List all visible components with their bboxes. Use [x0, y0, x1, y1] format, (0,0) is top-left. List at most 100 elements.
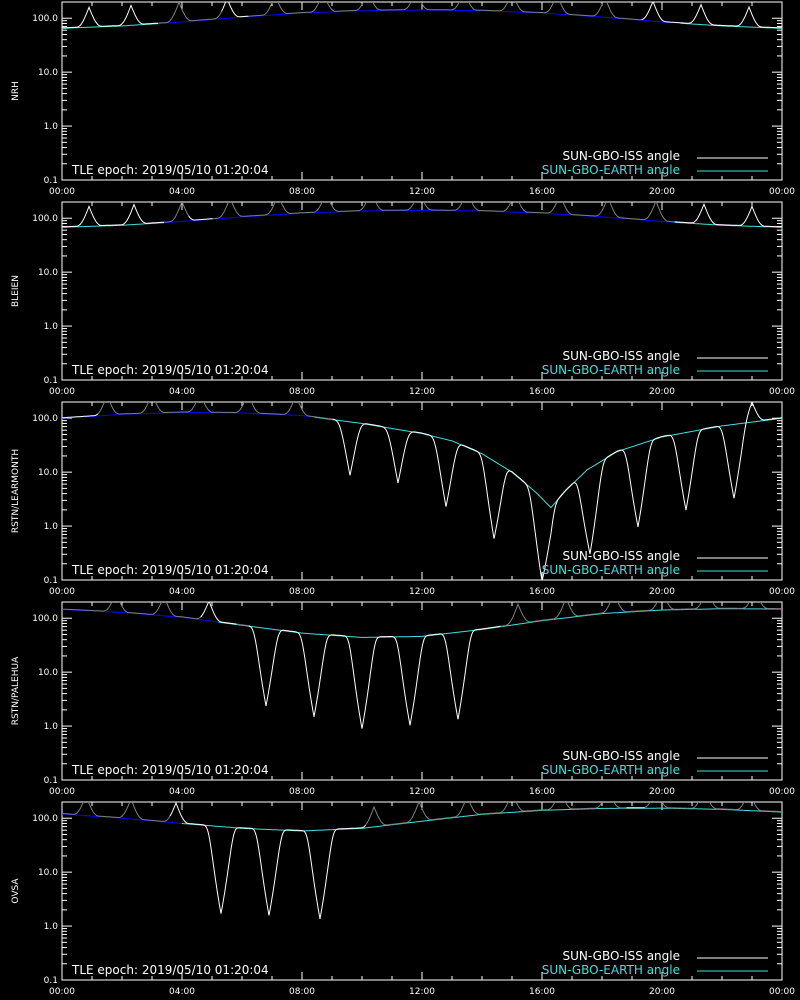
y-tick-label: 10.0: [38, 468, 58, 478]
legend-iss-label: SUN-GBO-ISS angle: [563, 949, 680, 963]
tle-epoch-label: TLE epoch: 2019/05/10 01:20:04: [71, 363, 269, 377]
iss-angle-line: [62, 4, 159, 29]
iss-angle-line: [62, 203, 164, 228]
panel-ovsa: 0.1 1.0 10.0 100.0 00:00 04:00 08:00 12:00 16:00…: [11, 801, 795, 997]
legend-iss-label: SUN-GBO-ISS angle: [563, 549, 680, 563]
x-tick-label: 00:00: [49, 787, 75, 797]
earth-angle-line: [62, 609, 219, 623]
iss-angle-line: [248, 625, 501, 729]
iss-angle-line: [221, 2, 249, 18]
x-tick-label: 16:00: [529, 387, 555, 397]
y-tick-label: 1.0: [44, 922, 59, 932]
x-tick-label: 12:00: [409, 987, 435, 997]
x-tick-label: 00:00: [49, 987, 75, 997]
panel-rstn-palehua: 0.1 1.0 10.0 100.0 00:00 04:00 08:00 12:00 16:00…: [11, 601, 795, 797]
x-tick-label: 20:00: [649, 187, 675, 197]
x-tick-label: 00:00: [769, 987, 795, 997]
plot-area: [62, 2, 782, 29]
iss-angle-line: [188, 215, 213, 221]
y-tick-label: 100.0: [32, 414, 58, 424]
x-tick-label: 08:00: [289, 187, 315, 197]
panel-rstn-learmonth: 0.1 1.0 10.0 100.0 00:00 04:00 08:00 12:00 16:00…: [11, 401, 795, 597]
x-tick-label: 00:00: [49, 187, 75, 197]
x-tick-label: 20:00: [649, 587, 675, 597]
iss-angle-line: [248, 2, 642, 21]
x-tick-label: 16:00: [529, 587, 555, 597]
y-axis-label: RSTN/PALEHUA: [11, 656, 21, 725]
iss-angle-line: [163, 202, 190, 223]
y-tick-label: 100.0: [32, 14, 58, 24]
iss-angle-line: [500, 602, 782, 627]
legend-earth-label: SUN-GBO-EARTH angle: [542, 963, 680, 977]
tle-epoch-label: TLE epoch: 2019/05/10 01:20:04: [71, 763, 269, 777]
x-tick-label: 08:00: [289, 387, 315, 397]
y-tick-label: 1.0: [44, 322, 59, 332]
earth-angle-line: [62, 412, 315, 419]
y-tick-label: 1.0: [44, 522, 59, 532]
plot-area: [62, 802, 782, 919]
x-tick-label: 20:00: [649, 987, 675, 997]
x-tick-label: 00:00: [769, 787, 795, 797]
earth-angle-line: [182, 807, 782, 832]
y-tick-label: 10.0: [38, 668, 58, 678]
legend-iss-label: SUN-GBO-ISS angle: [563, 349, 680, 363]
iss-angle-line: [236, 623, 249, 627]
x-tick-label: 12:00: [409, 387, 435, 397]
iss-angle-line: [365, 802, 627, 826]
iss-angle-line: [62, 602, 201, 620]
x-tick-label: 00:00: [49, 587, 75, 597]
y-axis-label: BLEIEN: [11, 275, 21, 307]
y-tick-label: 100.0: [32, 214, 58, 224]
y-tick-label: 0.1: [44, 776, 58, 786]
x-tick-label: 16:00: [529, 187, 555, 197]
legend-earth-label: SUN-GBO-EARTH angle: [542, 763, 680, 777]
iss-angle-line: [62, 413, 99, 419]
y-tick-label: 10.0: [38, 268, 58, 278]
y-tick-label: 1.0: [44, 122, 59, 132]
x-tick-label: 04:00: [169, 787, 195, 797]
x-tick-label: 04:00: [169, 587, 195, 597]
iss-angle-line: [158, 2, 223, 24]
x-tick-label: 04:00: [169, 387, 195, 397]
iss-angle-line: [169, 802, 366, 919]
panel-bleien: 0.1 1.0 10.0 100.0 00:00 04:00 08:00 12:00 16:00…: [11, 201, 795, 397]
earth-angle-line: [314, 416, 782, 509]
iss-angle-line: [97, 402, 333, 420]
iss-angle-line: [641, 2, 782, 29]
y-tick-label: 100.0: [32, 614, 58, 624]
legend-iss-label: SUN-GBO-ISS angle: [563, 749, 680, 763]
x-tick-label: 08:00: [289, 787, 315, 797]
x-tick-label: 12:00: [409, 587, 435, 597]
iss-angle-line: [212, 202, 675, 223]
panel-nrh: 0.1 1.0 10.0 100.0 00:00 04:00 08:00 12:00 16:00…: [11, 1, 795, 197]
x-tick-label: 00:00: [769, 387, 795, 397]
legend-earth-label: SUN-GBO-EARTH angle: [542, 363, 680, 377]
y-axis-label: RSTN/LEARMONTH: [11, 449, 21, 533]
x-tick-label: 16:00: [529, 987, 555, 997]
legend-earth-label: SUN-GBO-EARTH angle: [542, 563, 680, 577]
y-tick-label: 100.0: [32, 814, 58, 824]
y-axis-label: OVSA: [11, 878, 21, 904]
legend-iss-label: SUN-GBO-ISS angle: [563, 149, 680, 163]
tle-epoch-label: TLE epoch: 2019/05/10 01:20:04: [71, 563, 269, 577]
y-tick-label: 0.1: [44, 176, 58, 186]
y-tick-label: 0.1: [44, 576, 58, 586]
x-tick-label: 08:00: [289, 987, 315, 997]
iss-angle-line: [332, 402, 782, 580]
x-tick-label: 04:00: [169, 987, 195, 997]
iss-angle-line: [62, 802, 171, 822]
y-tick-label: 10.0: [38, 868, 58, 878]
x-tick-label: 20:00: [649, 787, 675, 797]
x-tick-label: 12:00: [409, 787, 435, 797]
y-tick-label: 1.0: [44, 722, 59, 732]
x-tick-label: 00:00: [769, 587, 795, 597]
y-axis-label: NRH: [11, 81, 21, 101]
tle-epoch-label: TLE epoch: 2019/05/10 01:20:04: [71, 163, 269, 177]
iss-angle-line: [200, 602, 237, 625]
tle-epoch-label: TLE epoch: 2019/05/10 01:20:04: [71, 963, 269, 977]
earth-angle-line: [164, 209, 675, 224]
plot-area: [62, 402, 782, 580]
legend-earth-label: SUN-GBO-EARTH angle: [542, 163, 680, 177]
x-tick-label: 16:00: [529, 787, 555, 797]
